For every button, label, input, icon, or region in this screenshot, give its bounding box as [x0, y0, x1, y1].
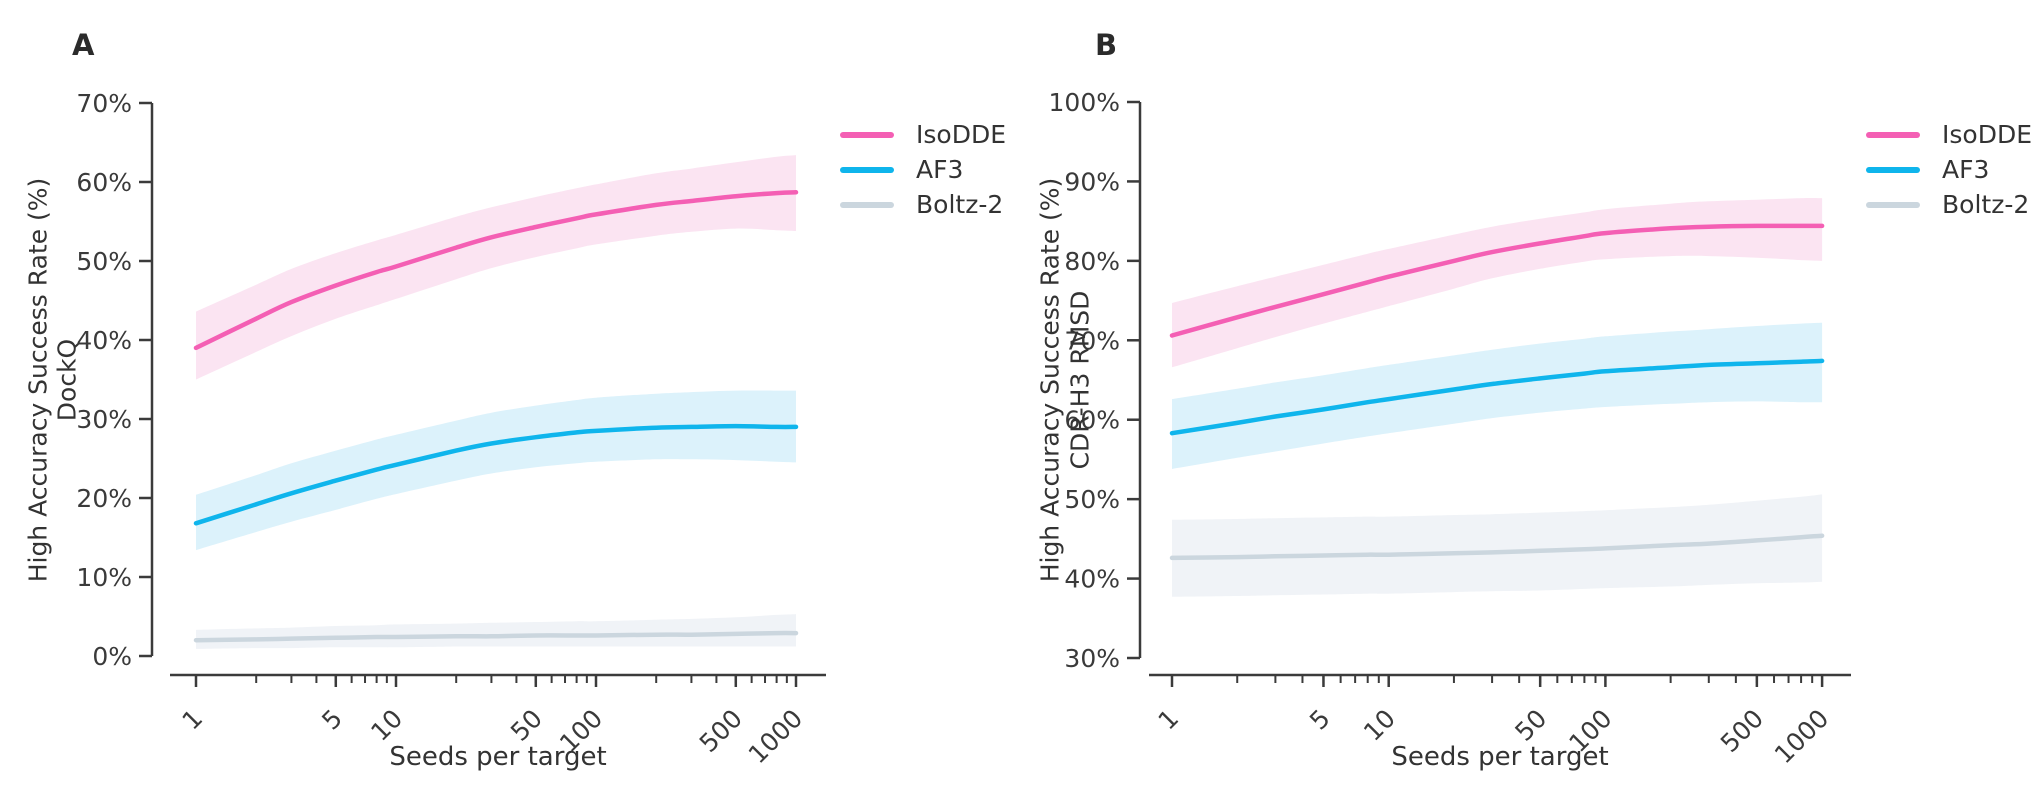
- y-tick-label: 40%: [1064, 565, 1120, 594]
- y-tick-label: 30%: [76, 405, 132, 434]
- x-tick-label: 5: [1304, 704, 1336, 736]
- legend-label-af3: AF3: [916, 155, 964, 184]
- y-tick-label: 10%: [76, 563, 132, 592]
- y-tick-label: 60%: [76, 168, 132, 197]
- panel-b-label: B: [1095, 28, 1118, 62]
- series-line-boltz-2: [193, 630, 799, 643]
- panel-a-legend: IsoDDE AF3 Boltz-2: [840, 117, 1006, 222]
- legend-line-af3: [840, 166, 894, 173]
- x-tick-label: 1: [176, 704, 208, 736]
- y-tick-label: 0%: [92, 642, 132, 671]
- legend-item: IsoDDE: [840, 117, 1006, 152]
- series-band-boltz-2: [196, 614, 796, 649]
- y-tick-label: 80%: [1064, 247, 1120, 276]
- legend-item: Boltz-2: [840, 187, 1006, 222]
- series-band-boltz-2: [1172, 494, 1823, 597]
- legend-item: AF3: [1866, 152, 2032, 187]
- panel-b-ylabel-line1: High Accuracy Success Rate (%): [1035, 177, 1065, 583]
- y-tick-label: 70%: [1064, 326, 1120, 355]
- legend-line-isodde: [840, 131, 894, 138]
- legend-label-boltz-2: Boltz-2: [1942, 190, 2030, 219]
- y-tick-label: 100%: [1049, 88, 1120, 117]
- series-line-af3: [1169, 358, 1825, 436]
- legend-label-isodde: IsoDDE: [916, 120, 1006, 149]
- panel-a-ylabel-line2: DockQ: [52, 338, 82, 422]
- panel-b-plot: 30%40%50%60%70%80%90%100%1 5 10 50 100 500 100…: [1049, 88, 1851, 769]
- y-tick-label: 40%: [76, 326, 132, 355]
- y-tick-label: 30%: [1064, 644, 1120, 673]
- y-tick-label: 90%: [1064, 167, 1120, 196]
- legend-line-boltz-2: [1866, 201, 1920, 208]
- panel-b-ylabel-line2: CDR-H3 RMSD: [1065, 290, 1095, 470]
- series-band-isodde: [196, 155, 796, 380]
- series-line-isodde: [1169, 223, 1825, 338]
- series-band-af3: [196, 390, 796, 551]
- series-band-isodde: [1172, 197, 1823, 368]
- legend-item: IsoDDE: [1866, 117, 2032, 152]
- y-tick-label: 20%: [76, 484, 132, 513]
- x-tick-label: 50: [1509, 704, 1552, 747]
- legend-line-af3: [1866, 166, 1920, 173]
- x-tick-label: 50: [505, 704, 548, 747]
- legend-label-boltz-2: Boltz-2: [916, 190, 1004, 219]
- y-tick-label: 70%: [76, 89, 132, 118]
- series-band-af3: [1172, 322, 1823, 469]
- legend-line-isodde: [1866, 131, 1920, 138]
- legend-item: AF3: [840, 152, 1006, 187]
- y-tick-label: 50%: [1064, 485, 1120, 514]
- legend-label-af3: AF3: [1942, 155, 1990, 184]
- series-line-isodde: [193, 190, 799, 351]
- legend-line-boltz-2: [840, 201, 894, 208]
- series-line-boltz-2: [1169, 533, 1825, 561]
- panel-a-ylabel-line1: High Accuracy Success Rate (%): [23, 177, 53, 583]
- x-tick-label: 10: [365, 704, 408, 747]
- x-tick-label: 5: [316, 704, 348, 736]
- panel-b-legend: IsoDDE AF3 Boltz-2: [1866, 117, 2032, 222]
- x-tick-label: 10: [1358, 704, 1401, 747]
- panel-b-xlabel: Seeds per target: [1391, 742, 1609, 772]
- legend-label-isodde: IsoDDE: [1942, 120, 2032, 149]
- panel-a-xlabel: Seeds per target: [389, 742, 607, 772]
- panel-a-label: A: [72, 28, 95, 62]
- x-tick-label: 1: [1152, 704, 1184, 736]
- series-line-af3: [193, 423, 799, 526]
- y-tick-label: 60%: [1064, 406, 1120, 435]
- y-tick-label: 50%: [76, 247, 132, 276]
- legend-item: Boltz-2: [1866, 187, 2032, 222]
